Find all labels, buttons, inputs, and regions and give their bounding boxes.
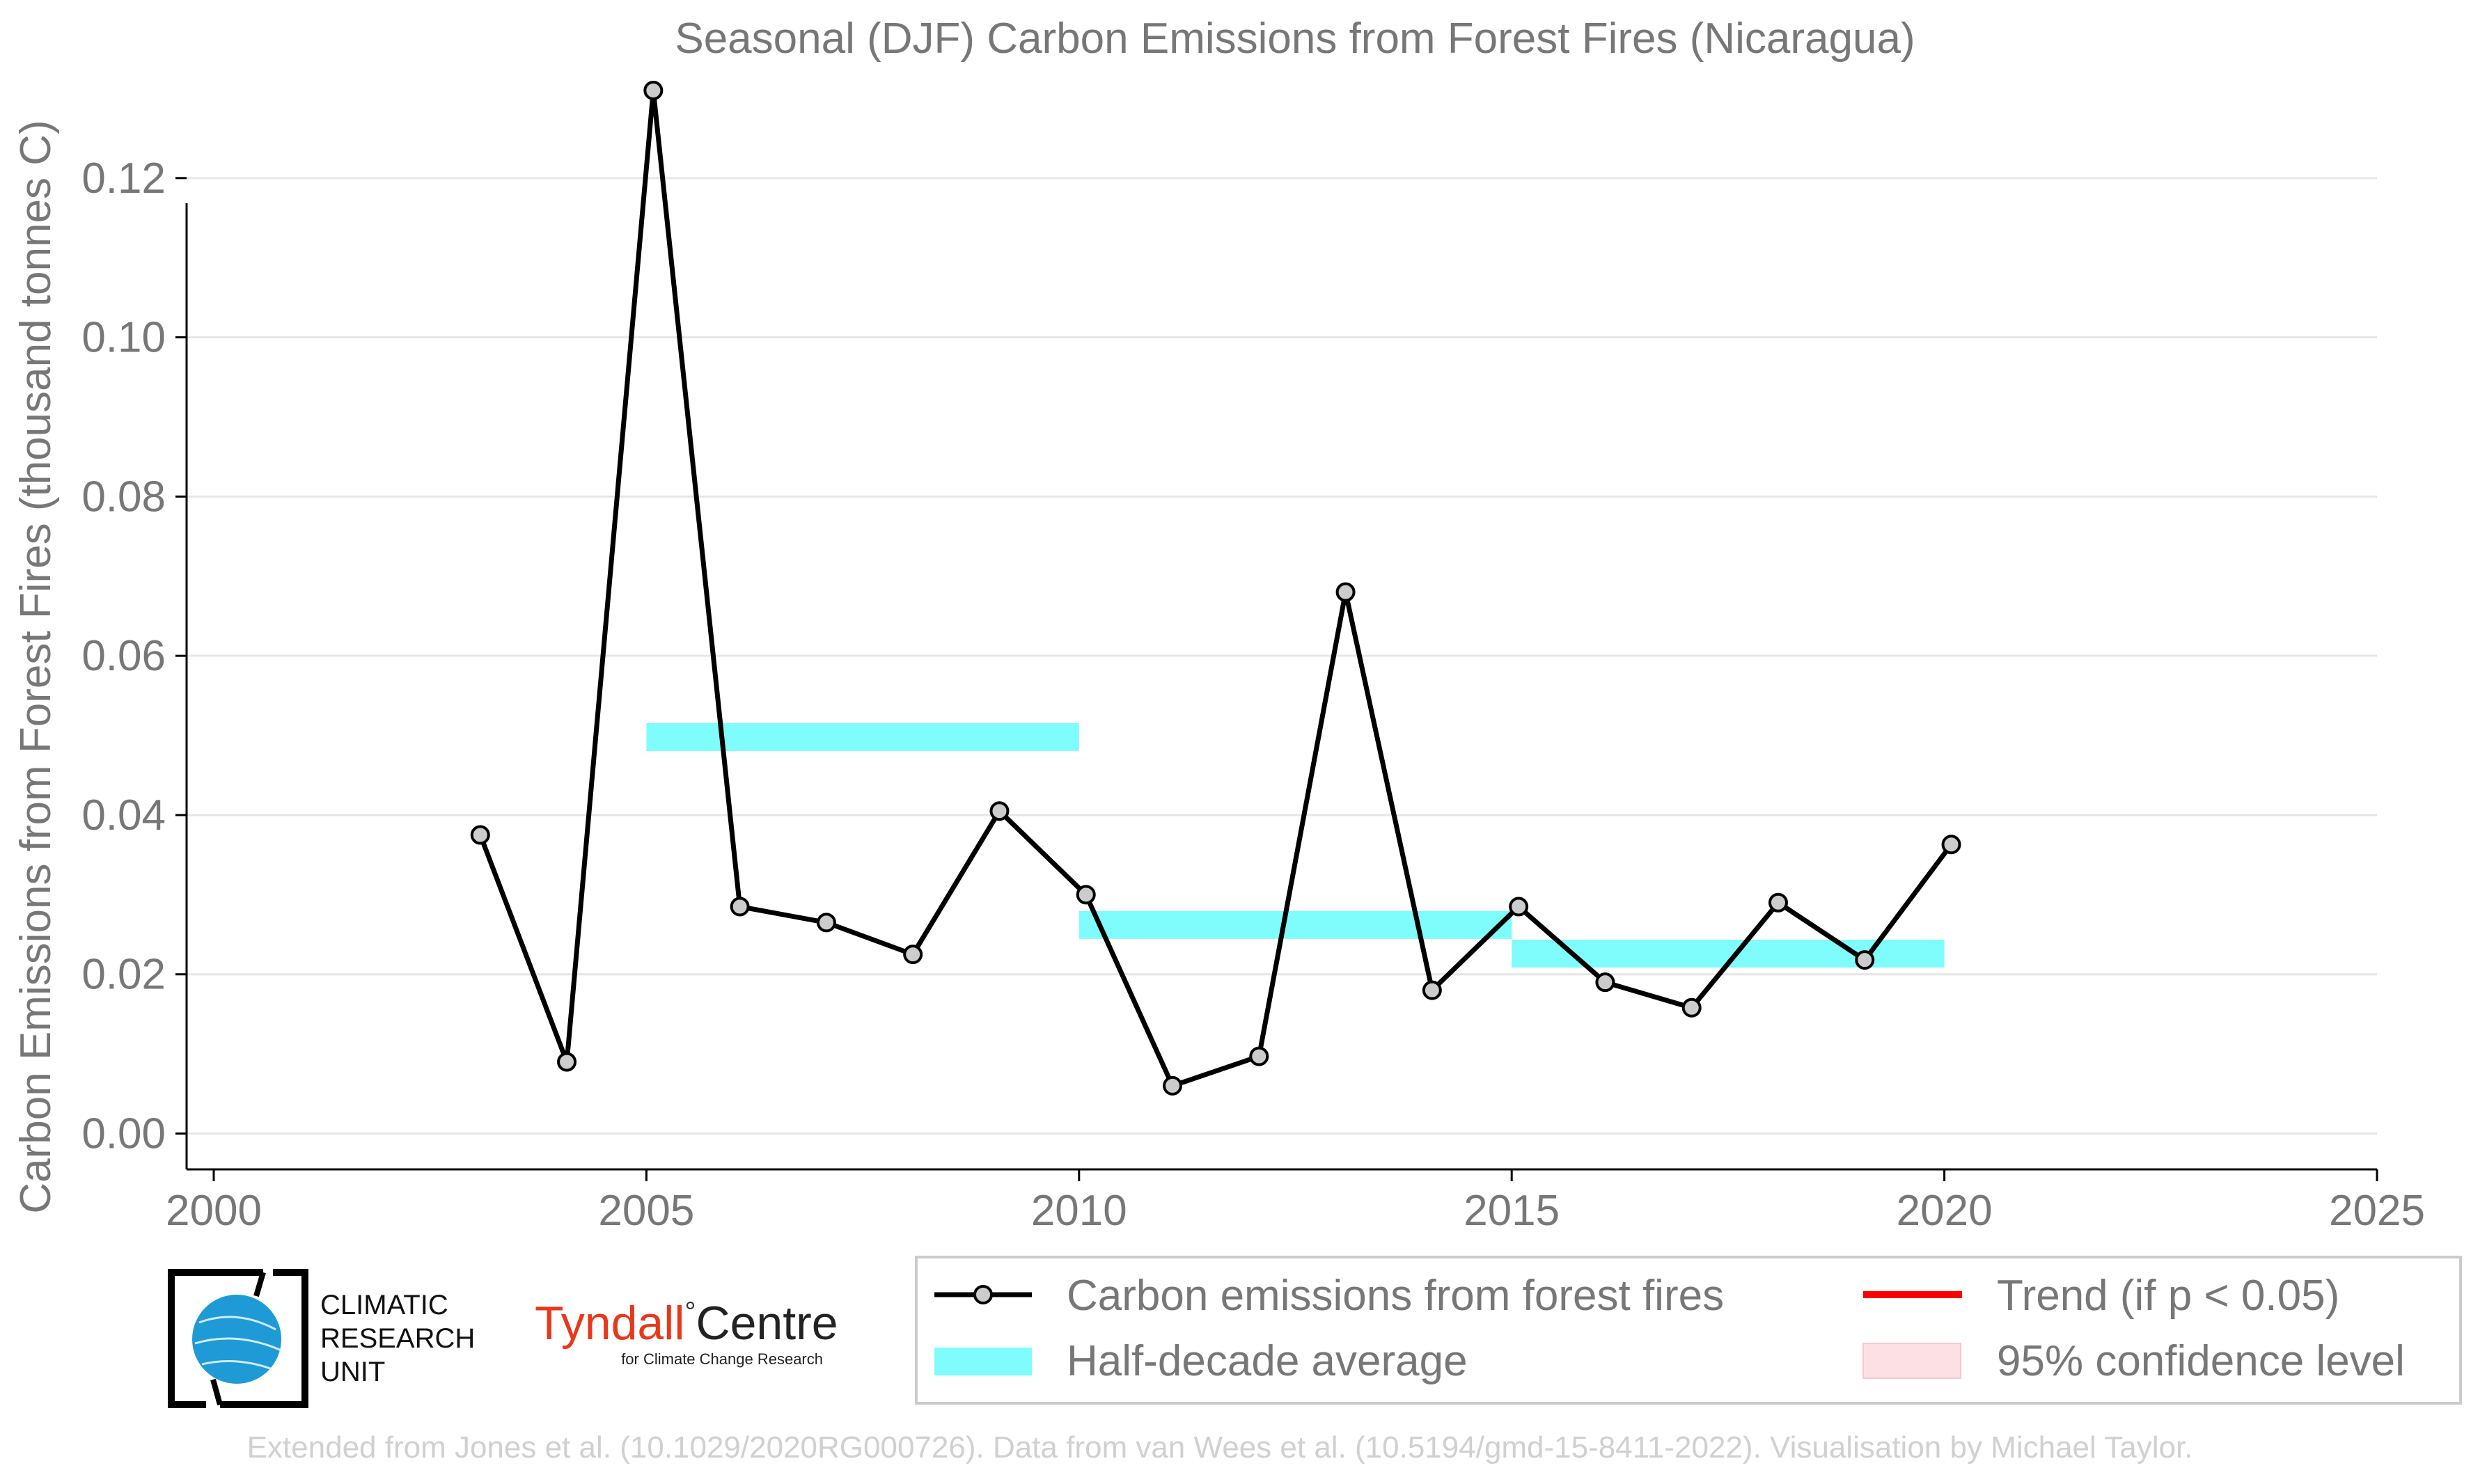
- tyndall-subtitle: for Climate Change Research: [621, 1350, 823, 1368]
- data-point: [1076, 885, 1096, 905]
- y-tick-label: 0.02: [81, 951, 166, 999]
- data-point: [989, 801, 1010, 821]
- data-point: [1681, 997, 1702, 1018]
- data-point: [730, 897, 750, 917]
- emissions-line: [478, 88, 1954, 1089]
- y-tick-label: 0.10: [81, 314, 166, 362]
- emissions-series: [470, 81, 1961, 1096]
- axes: [185, 203, 2377, 1171]
- tyndall-word-2: Centre: [696, 1297, 838, 1350]
- globe-lines: [194, 1316, 282, 1371]
- gridlines: [187, 177, 2377, 1135]
- half-decade-bar: [1078, 910, 1512, 939]
- y-tick-label: 0.00: [81, 1110, 166, 1158]
- tyndall-logo: Tyndall°Centre for Climate Change Resear…: [535, 1297, 838, 1368]
- legend-item-trend: Trend (if p < 0.05): [1863, 1272, 2339, 1320]
- x-tick-label: 2025: [2329, 1187, 2425, 1235]
- legend-label-emissions: Carbon emissions from forest fires: [1067, 1272, 1724, 1320]
- legend-label-confidence: 95% confidence level: [1997, 1337, 2405, 1385]
- half-decade-bar: [646, 723, 1079, 751]
- credit-line: Extended from Jones et al. (10.1029/2020…: [247, 1430, 2193, 1465]
- x-tick-label: 2005: [598, 1187, 694, 1235]
- data-point: [1855, 950, 1875, 970]
- legend: Carbon emissions from forest fires Trend…: [915, 1256, 2462, 1405]
- data-point: [816, 913, 836, 933]
- cru-logo: CLIMATIC RESEARCH UNIT: [168, 1269, 475, 1408]
- chart-title: Seasonal (DJF) Carbon Emissions from For…: [675, 15, 1915, 63]
- half-decade-bands: [646, 723, 1945, 968]
- y-tick-label: 0.12: [81, 155, 166, 203]
- y-tick-label: 0.04: [81, 791, 166, 839]
- x-tick-label: 2010: [1031, 1187, 1127, 1235]
- data-point: [903, 945, 923, 965]
- data-point: [1422, 980, 1442, 1000]
- data-point: [470, 825, 490, 845]
- cru-bracket-notch-bottom: [210, 1378, 223, 1406]
- x-tick-label: 2015: [1464, 1187, 1560, 1235]
- tyndall-word-1: Tyndall: [535, 1297, 684, 1350]
- data-point: [1335, 582, 1356, 602]
- cru-text-line-2: RESEARCH: [320, 1323, 475, 1354]
- data-point: [1249, 1046, 1269, 1066]
- x-tick-label: 2000: [166, 1187, 262, 1235]
- x-tick-label: 2020: [1897, 1187, 1993, 1235]
- data-point: [1509, 897, 1529, 917]
- cru-text-line-3: UNIT: [320, 1357, 385, 1387]
- y-axis-label: Carbon Emissions from Forest Fires (thou…: [12, 120, 60, 1213]
- cru-text-line-1: CLIMATIC: [320, 1290, 448, 1320]
- y-ticks: 0.00 0.02 0.04 0.06 0.08 0.10 0.12: [81, 155, 187, 1158]
- legend-item-halfdecade: Half-decade average: [934, 1337, 1468, 1385]
- tyndall-wordmark: Tyndall°Centre: [535, 1297, 838, 1350]
- cru-bracket-left: [168, 1269, 263, 1408]
- data-point: [1595, 972, 1615, 993]
- legend-marker-swatch: [973, 1285, 993, 1304]
- legend-item-emissions: Carbon emissions from forest fires: [934, 1272, 1724, 1320]
- x-ticks: 2000 2005 2010 2015 2020 2025: [166, 1169, 2425, 1235]
- data-point: [1941, 835, 1961, 855]
- data-point: [1768, 892, 1788, 913]
- legend-item-confidence: 95% confidence level: [1862, 1337, 2405, 1385]
- data-point: [643, 81, 664, 100]
- legend-label-trend: Trend (if p < 0.05): [1997, 1272, 2339, 1320]
- legend-label-halfdecade: Half-decade average: [1067, 1337, 1468, 1385]
- legend-box: [915, 1256, 2462, 1405]
- cru-bracket-right: [220, 1269, 308, 1408]
- y-tick-label: 0.08: [81, 473, 166, 521]
- y-tick-label: 0.06: [81, 632, 166, 680]
- data-point: [557, 1052, 577, 1072]
- cru-bracket-notch-top: [253, 1271, 266, 1297]
- legend-confidence-swatch: [1862, 1343, 1961, 1379]
- legend-band-swatch: [934, 1348, 1032, 1375]
- data-point: [1163, 1075, 1183, 1096]
- tyndall-degree: °: [684, 1297, 696, 1327]
